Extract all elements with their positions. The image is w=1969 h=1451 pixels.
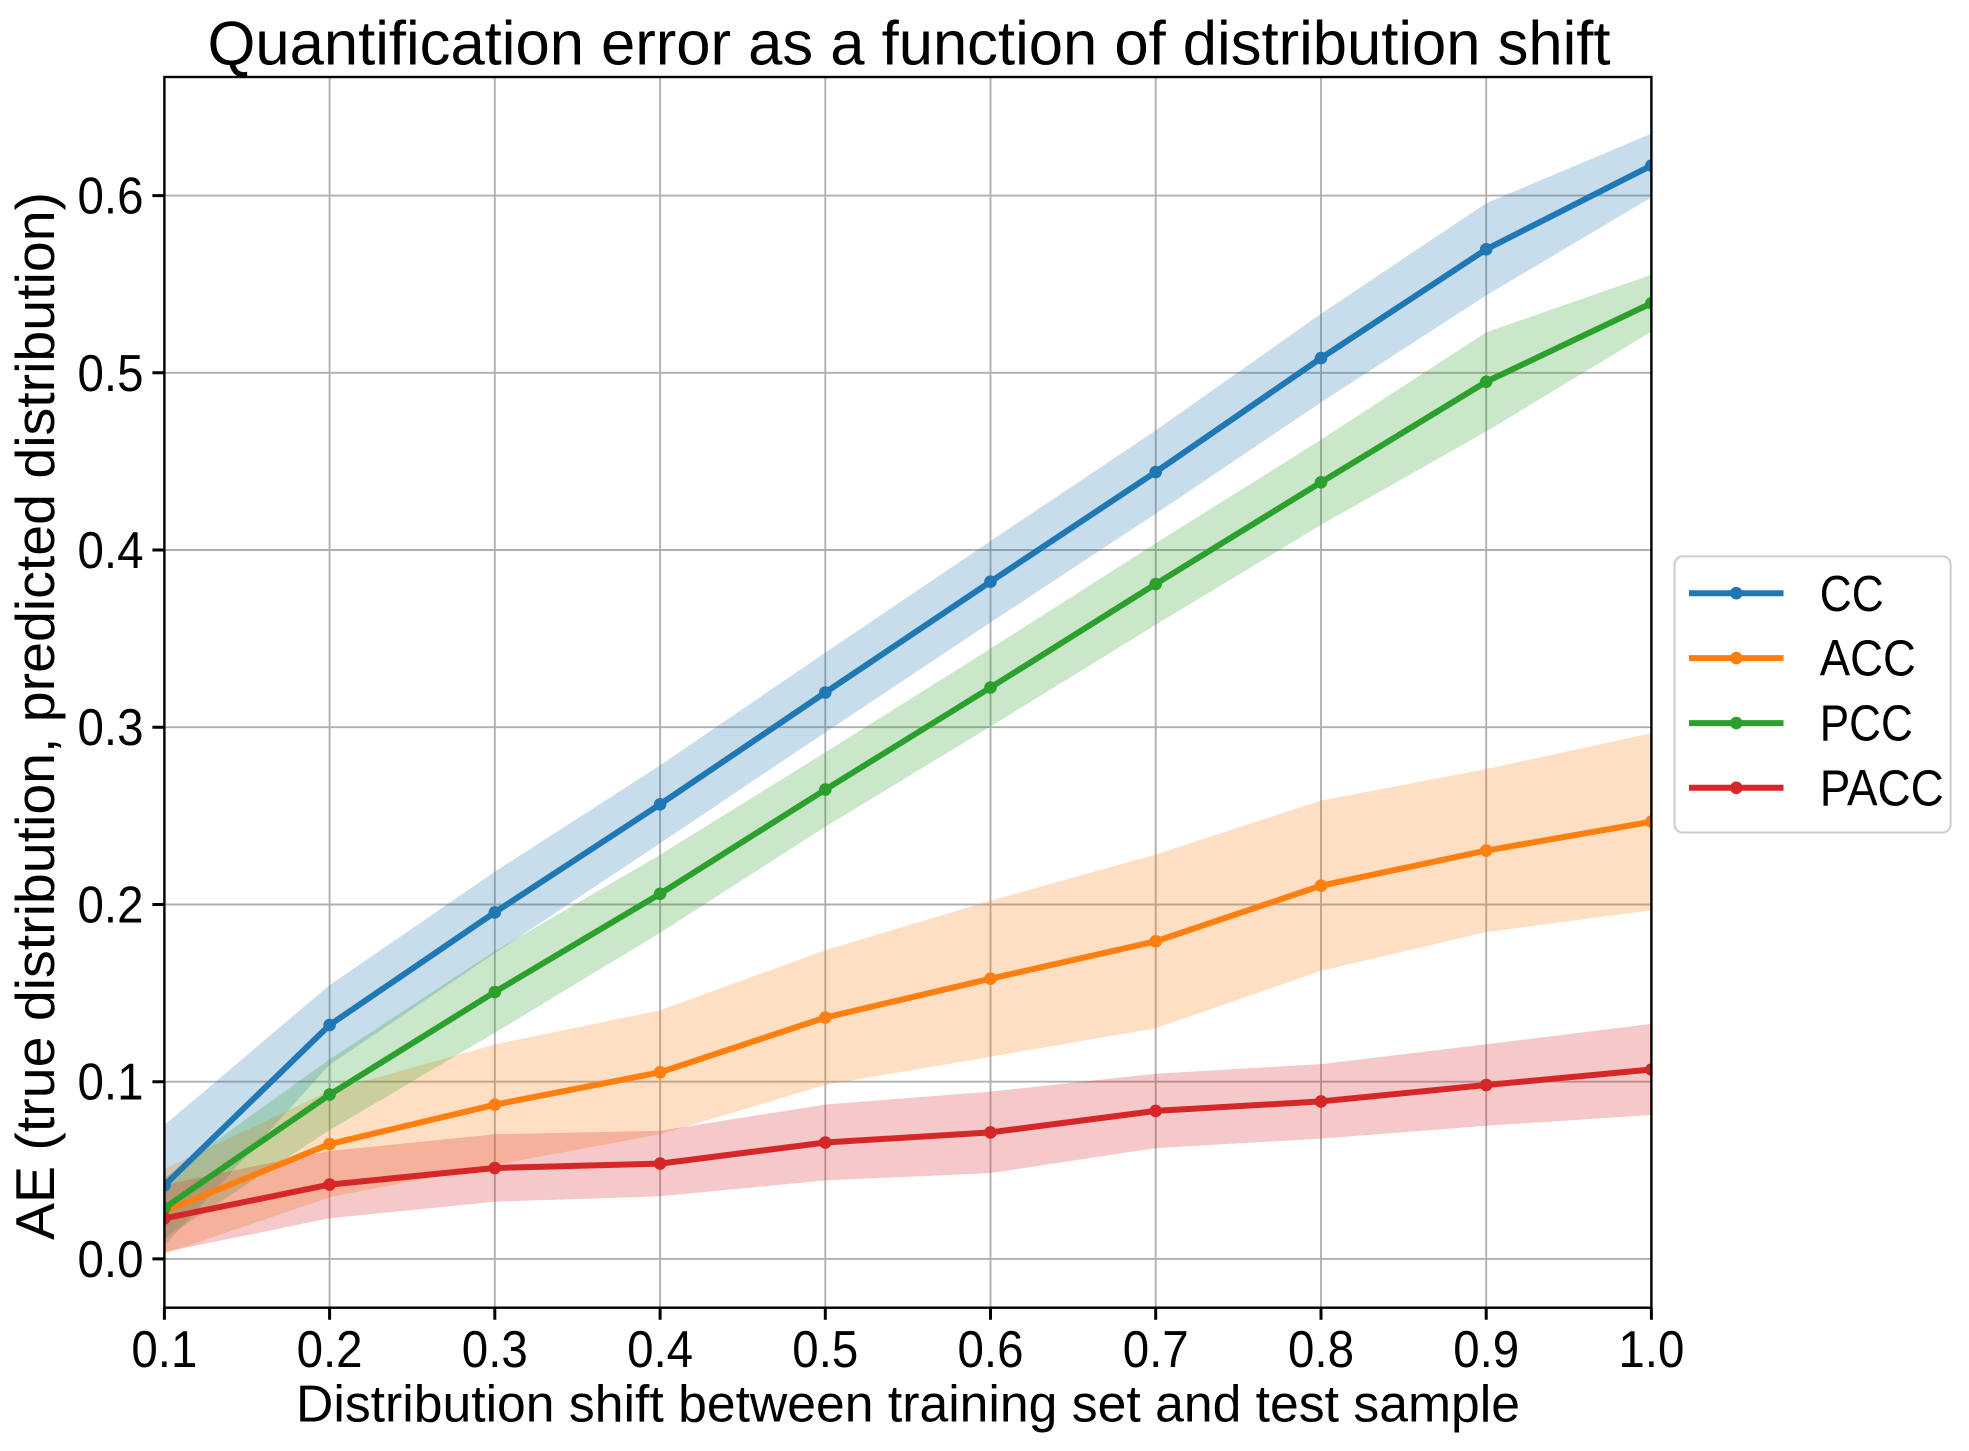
svg-text:0.1: 0.1	[131, 1321, 197, 1379]
svg-text:0.3: 0.3	[462, 1321, 528, 1379]
svg-text:0.6: 0.6	[958, 1321, 1024, 1379]
svg-text:ACC: ACC	[1820, 630, 1916, 687]
svg-text:0.9: 0.9	[1453, 1321, 1519, 1379]
svg-text:Distribution shift between tra: Distribution shift between training set …	[296, 1375, 1520, 1433]
svg-text:0.2: 0.2	[78, 877, 144, 935]
svg-text:0.4: 0.4	[627, 1321, 693, 1379]
svg-text:0.5: 0.5	[78, 345, 144, 403]
svg-text:0.4: 0.4	[78, 522, 144, 580]
svg-text:0.2: 0.2	[297, 1321, 363, 1379]
svg-text:0.1: 0.1	[78, 1054, 144, 1112]
svg-text:PACC: PACC	[1820, 759, 1944, 816]
svg-text:0.3: 0.3	[78, 699, 144, 757]
svg-text:AE (true distribution, predict: AE (true distribution, predicted distrib…	[4, 192, 66, 1240]
svg-text:0.0: 0.0	[78, 1231, 144, 1289]
svg-text:0.7: 0.7	[1123, 1321, 1189, 1379]
svg-text:PCC: PCC	[1820, 695, 1913, 752]
svg-text:1.0: 1.0	[1618, 1321, 1684, 1379]
svg-text:CC: CC	[1820, 565, 1884, 622]
svg-text:0.5: 0.5	[792, 1321, 858, 1379]
svg-text:0.6: 0.6	[78, 168, 144, 226]
svg-text:Quantification error as a func: Quantification error as a function of di…	[208, 9, 1611, 78]
svg-text:0.8: 0.8	[1288, 1321, 1354, 1379]
